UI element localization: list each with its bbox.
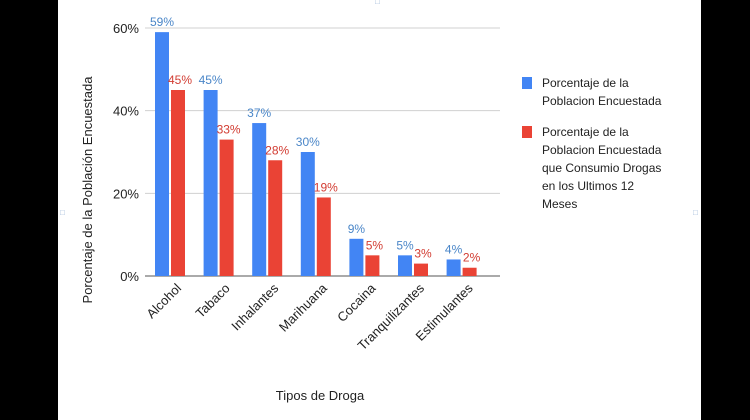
data-label: 59% — [150, 15, 174, 29]
data-label: 5% — [396, 238, 414, 252]
legend-text: en los Ultimos 12 — [542, 179, 634, 193]
legend-swatch-encuestada — [522, 77, 532, 89]
legend-swatch-consumo — [522, 126, 532, 138]
category-label: Tabaco — [192, 281, 232, 321]
bar-consumo — [268, 160, 283, 276]
data-label: 5% — [366, 238, 384, 252]
bar-consumo — [171, 90, 185, 276]
x-axis-title: Tipos de Droga — [276, 388, 365, 403]
data-label: 45% — [168, 73, 192, 87]
bar-encuestada — [398, 255, 412, 276]
legend-text: Porcentaje de la — [542, 76, 629, 90]
category-label: Marihuana — [276, 280, 331, 335]
data-label: 30% — [296, 135, 320, 149]
y-tick-label: 60% — [113, 21, 139, 36]
bar-consumo — [365, 255, 380, 276]
bar-consumo — [414, 263, 428, 276]
data-label: 33% — [217, 123, 241, 137]
y-axis-title: Porcentaje de la Población Encuestada — [80, 76, 95, 304]
data-label: 28% — [265, 143, 289, 157]
edge-marker-top: □ — [375, 0, 380, 6]
y-tick-label: 40% — [113, 104, 139, 119]
category-label: Alcohol — [143, 280, 184, 321]
data-label: 19% — [314, 180, 338, 194]
bar-encuestada — [155, 32, 169, 277]
edge-marker-right: □ — [693, 208, 698, 217]
legend-text: Poblacion Encuestada — [542, 143, 662, 157]
data-label: 3% — [414, 247, 432, 261]
data-label: 2% — [463, 251, 481, 265]
bar-encuestada — [203, 90, 218, 276]
legend-text: Poblacion Encuestada — [542, 94, 662, 108]
bar-consumo — [219, 139, 234, 276]
legend-text: que Consumio Drogas — [542, 161, 661, 175]
edge-marker-left: □ — [60, 208, 65, 217]
bar-consumo — [316, 197, 331, 276]
data-label: 45% — [199, 73, 223, 87]
y-tick-label: 0% — [120, 269, 139, 284]
legend-text: Meses — [542, 197, 577, 211]
data-label: 4% — [445, 242, 463, 256]
bar-encuestada — [349, 238, 364, 276]
y-tick-label: 20% — [113, 186, 139, 201]
data-label: 37% — [247, 106, 271, 120]
bar-consumo — [462, 267, 477, 276]
category-label: Cocaina — [334, 280, 379, 325]
bar-encuestada — [446, 259, 461, 276]
data-label: 9% — [348, 222, 366, 236]
bar-encuestada — [252, 123, 267, 276]
bar-encuestada — [300, 152, 315, 276]
category-label: Inhalantes — [228, 280, 281, 333]
legend-text: Porcentaje de la — [542, 125, 629, 139]
